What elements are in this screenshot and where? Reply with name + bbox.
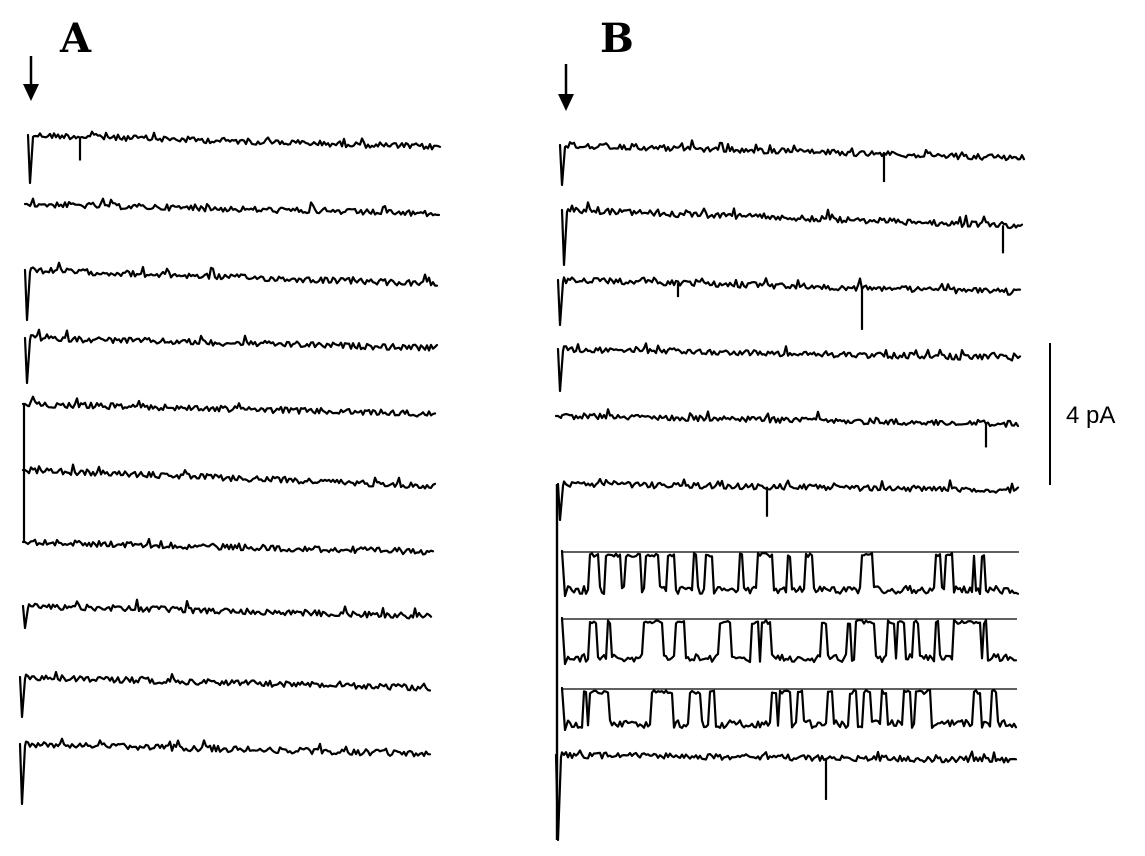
stimulus-arrow-b-icon [558, 64, 574, 111]
panel-b-label: B [600, 15, 634, 62]
panel-b-sweep [556, 276, 1022, 327]
panel-a-sweep [23, 197, 441, 218]
panel-b-sweep [556, 342, 1022, 393]
panel-b-traces [554, 139, 1026, 842]
panel-b-sweep [554, 749, 1018, 842]
panel-a-sweep [23, 328, 439, 385]
panel-a-sweep [26, 130, 442, 185]
panel-a-label: A [59, 15, 92, 62]
panel-a-sweep [18, 737, 432, 806]
panel-a-sweep [18, 670, 432, 719]
panel-b-sweep [560, 201, 1024, 267]
panel-b-sweep-active [560, 686, 1018, 732]
scale-bar-label: 4 pA [1066, 402, 1115, 429]
panel-a-sweep [21, 395, 437, 418]
panel-b-sweep-active [560, 616, 1018, 666]
panel-a-sweep [23, 261, 439, 322]
stimulus-arrow-a-icon [23, 56, 39, 101]
panel-b-sweep-active [560, 549, 1020, 598]
panel-a-sweep [21, 537, 435, 556]
panel-a-sweep [21, 463, 437, 490]
panel-b-sweep [554, 408, 1020, 428]
panel-a-traces [18, 130, 442, 806]
panel-b-sweep [556, 477, 1020, 522]
panel-b-sweep [558, 139, 1026, 187]
panel-a-sweep [21, 598, 433, 630]
